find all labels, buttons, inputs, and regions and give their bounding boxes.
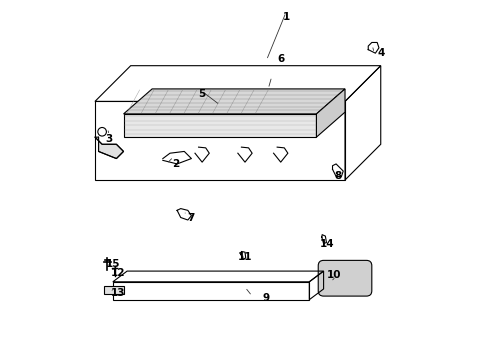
FancyBboxPatch shape [318,260,372,296]
Text: 2: 2 [172,159,179,169]
Bar [104,286,123,294]
Text: 4: 4 [377,48,385,58]
Text: 14: 14 [320,239,335,249]
Text: 12: 12 [111,268,125,278]
Polygon shape [123,89,345,114]
Text: 11: 11 [238,252,252,262]
Text: 9: 9 [263,293,270,303]
Polygon shape [123,114,317,137]
Text: 10: 10 [327,270,342,280]
Text: 3: 3 [106,134,113,144]
Text: 5: 5 [198,89,206,99]
Text: 13: 13 [111,288,125,297]
Text: 8: 8 [334,171,342,181]
Text: 6: 6 [277,54,284,64]
Text: 1: 1 [282,13,290,22]
Polygon shape [317,89,345,137]
Text: 15: 15 [105,259,120,269]
Polygon shape [95,137,123,158]
Text: 7: 7 [188,212,195,222]
